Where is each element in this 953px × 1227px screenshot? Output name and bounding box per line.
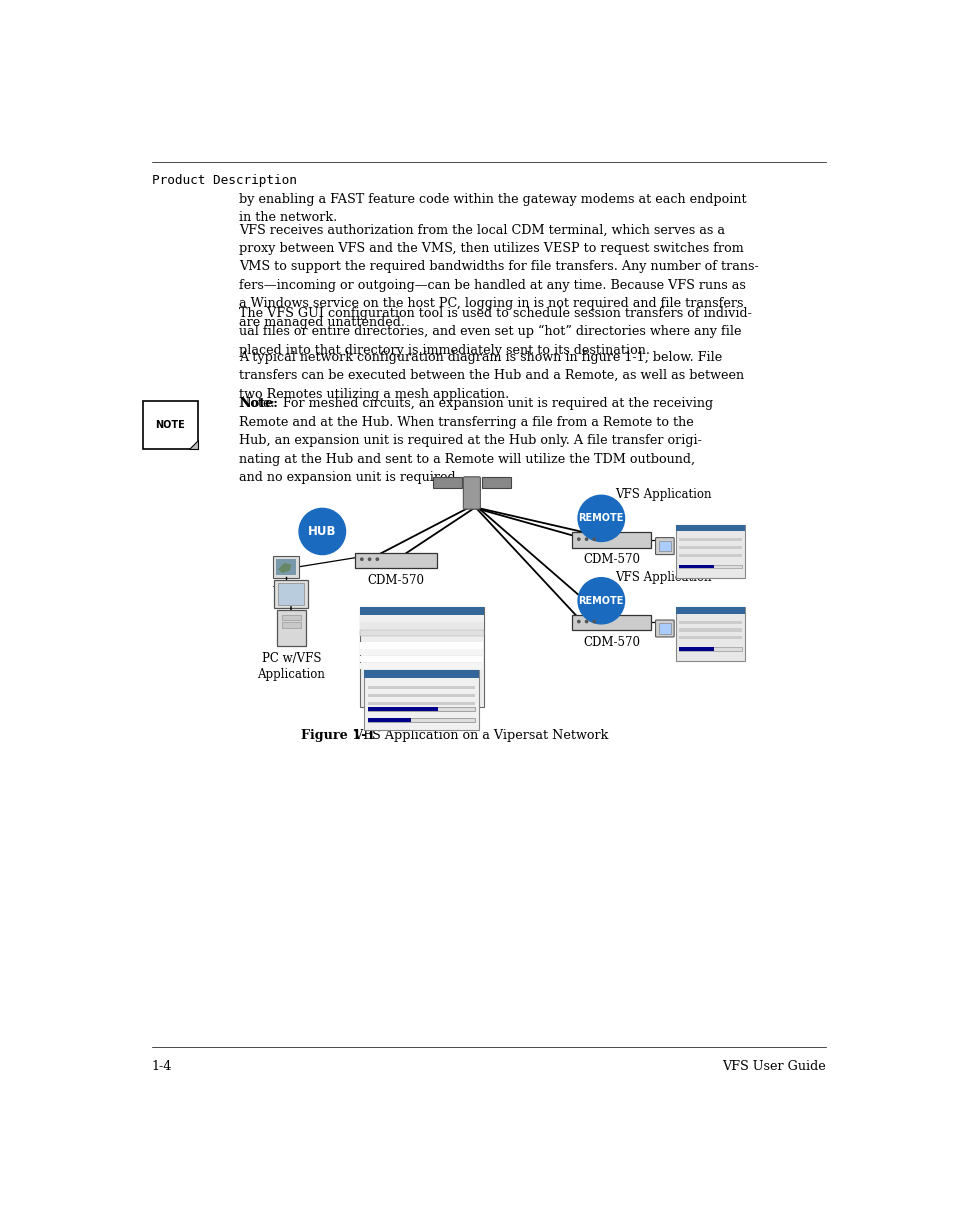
Text: REMOTE: REMOTE: [578, 596, 623, 606]
Circle shape: [585, 537, 587, 540]
FancyBboxPatch shape: [463, 477, 480, 509]
FancyBboxPatch shape: [359, 629, 483, 636]
FancyBboxPatch shape: [273, 556, 298, 578]
FancyBboxPatch shape: [679, 539, 741, 541]
FancyBboxPatch shape: [278, 583, 304, 605]
Text: A typical network configuration diagram is shown in figure 1-1, below. File
tran: A typical network configuration diagram …: [239, 351, 743, 400]
Text: HUB: HUB: [308, 525, 336, 537]
Circle shape: [593, 537, 595, 540]
Circle shape: [360, 558, 362, 561]
FancyBboxPatch shape: [679, 647, 713, 650]
Text: REMOTE: REMOTE: [578, 513, 623, 524]
Polygon shape: [189, 439, 198, 449]
Text: VFS Application: VFS Application: [615, 488, 711, 502]
FancyBboxPatch shape: [572, 533, 650, 547]
FancyBboxPatch shape: [368, 718, 411, 721]
FancyBboxPatch shape: [368, 702, 475, 704]
Text: NOTE: NOTE: [155, 420, 185, 431]
FancyBboxPatch shape: [282, 615, 300, 620]
FancyBboxPatch shape: [274, 580, 308, 607]
FancyBboxPatch shape: [679, 636, 741, 639]
FancyBboxPatch shape: [359, 607, 483, 615]
Text: by enabling a FAST feature code within the gateway modems at each endpoint
in th: by enabling a FAST feature code within t…: [239, 193, 746, 225]
Circle shape: [578, 537, 579, 540]
FancyBboxPatch shape: [679, 628, 741, 632]
Circle shape: [375, 558, 378, 561]
FancyBboxPatch shape: [679, 647, 741, 650]
FancyBboxPatch shape: [360, 649, 482, 655]
Text: Figure 1-1: Figure 1-1: [301, 729, 375, 741]
FancyBboxPatch shape: [655, 620, 674, 637]
FancyBboxPatch shape: [658, 541, 670, 551]
Polygon shape: [278, 563, 291, 573]
FancyBboxPatch shape: [481, 477, 510, 487]
Text: VFS User Guide: VFS User Guide: [721, 1060, 825, 1072]
Text: Product Description: Product Description: [152, 174, 296, 188]
FancyBboxPatch shape: [675, 524, 744, 531]
FancyBboxPatch shape: [364, 670, 478, 730]
Circle shape: [593, 621, 595, 623]
FancyBboxPatch shape: [679, 553, 741, 557]
FancyBboxPatch shape: [275, 560, 295, 574]
Text: PC w/VFS
Application: PC w/VFS Application: [257, 652, 325, 681]
FancyBboxPatch shape: [368, 718, 475, 721]
Text: The VFS GUI configuration tool is used to schedule session transfers of individ-: The VFS GUI configuration tool is used t…: [239, 307, 752, 357]
FancyBboxPatch shape: [359, 615, 483, 622]
FancyBboxPatch shape: [276, 610, 306, 647]
Circle shape: [578, 621, 579, 623]
Text: CDM-570: CDM-570: [582, 636, 639, 649]
Circle shape: [578, 496, 624, 541]
FancyBboxPatch shape: [655, 537, 674, 555]
Text: VMS: VMS: [273, 587, 299, 596]
Text: CDM-570: CDM-570: [582, 553, 639, 567]
FancyBboxPatch shape: [368, 694, 475, 697]
Circle shape: [298, 508, 345, 555]
Text: VFS Application on a Vipersat Network: VFS Application on a Vipersat Network: [341, 729, 607, 741]
FancyBboxPatch shape: [360, 663, 482, 669]
FancyBboxPatch shape: [360, 643, 482, 649]
FancyBboxPatch shape: [282, 622, 300, 628]
Text: 1-4: 1-4: [152, 1060, 172, 1072]
FancyBboxPatch shape: [364, 670, 478, 677]
FancyBboxPatch shape: [679, 546, 741, 550]
FancyBboxPatch shape: [368, 707, 437, 712]
FancyBboxPatch shape: [572, 615, 650, 629]
Text: VFS Application: VFS Application: [615, 571, 711, 584]
FancyBboxPatch shape: [368, 707, 475, 712]
Text: VFS receives authorization from the local CDM terminal, which serves as a
proxy : VFS receives authorization from the loca…: [239, 223, 759, 329]
FancyBboxPatch shape: [433, 477, 461, 487]
FancyBboxPatch shape: [679, 564, 741, 568]
FancyBboxPatch shape: [675, 607, 744, 661]
FancyBboxPatch shape: [679, 564, 713, 568]
FancyBboxPatch shape: [658, 623, 670, 634]
FancyBboxPatch shape: [355, 553, 436, 568]
FancyBboxPatch shape: [359, 622, 483, 629]
Circle shape: [578, 578, 624, 623]
Circle shape: [368, 558, 371, 561]
Text: Note:  For meshed circuits, an expansion unit is required at the receiving
Remot: Note: For meshed circuits, an expansion …: [239, 398, 713, 485]
FancyBboxPatch shape: [368, 686, 475, 690]
FancyBboxPatch shape: [142, 401, 198, 449]
Circle shape: [585, 621, 587, 623]
FancyBboxPatch shape: [675, 607, 744, 614]
FancyBboxPatch shape: [675, 524, 744, 578]
Text: CDM-570: CDM-570: [368, 574, 424, 588]
FancyBboxPatch shape: [679, 621, 741, 623]
FancyBboxPatch shape: [359, 607, 483, 707]
FancyBboxPatch shape: [360, 656, 482, 663]
Text: Note:: Note:: [239, 398, 278, 411]
